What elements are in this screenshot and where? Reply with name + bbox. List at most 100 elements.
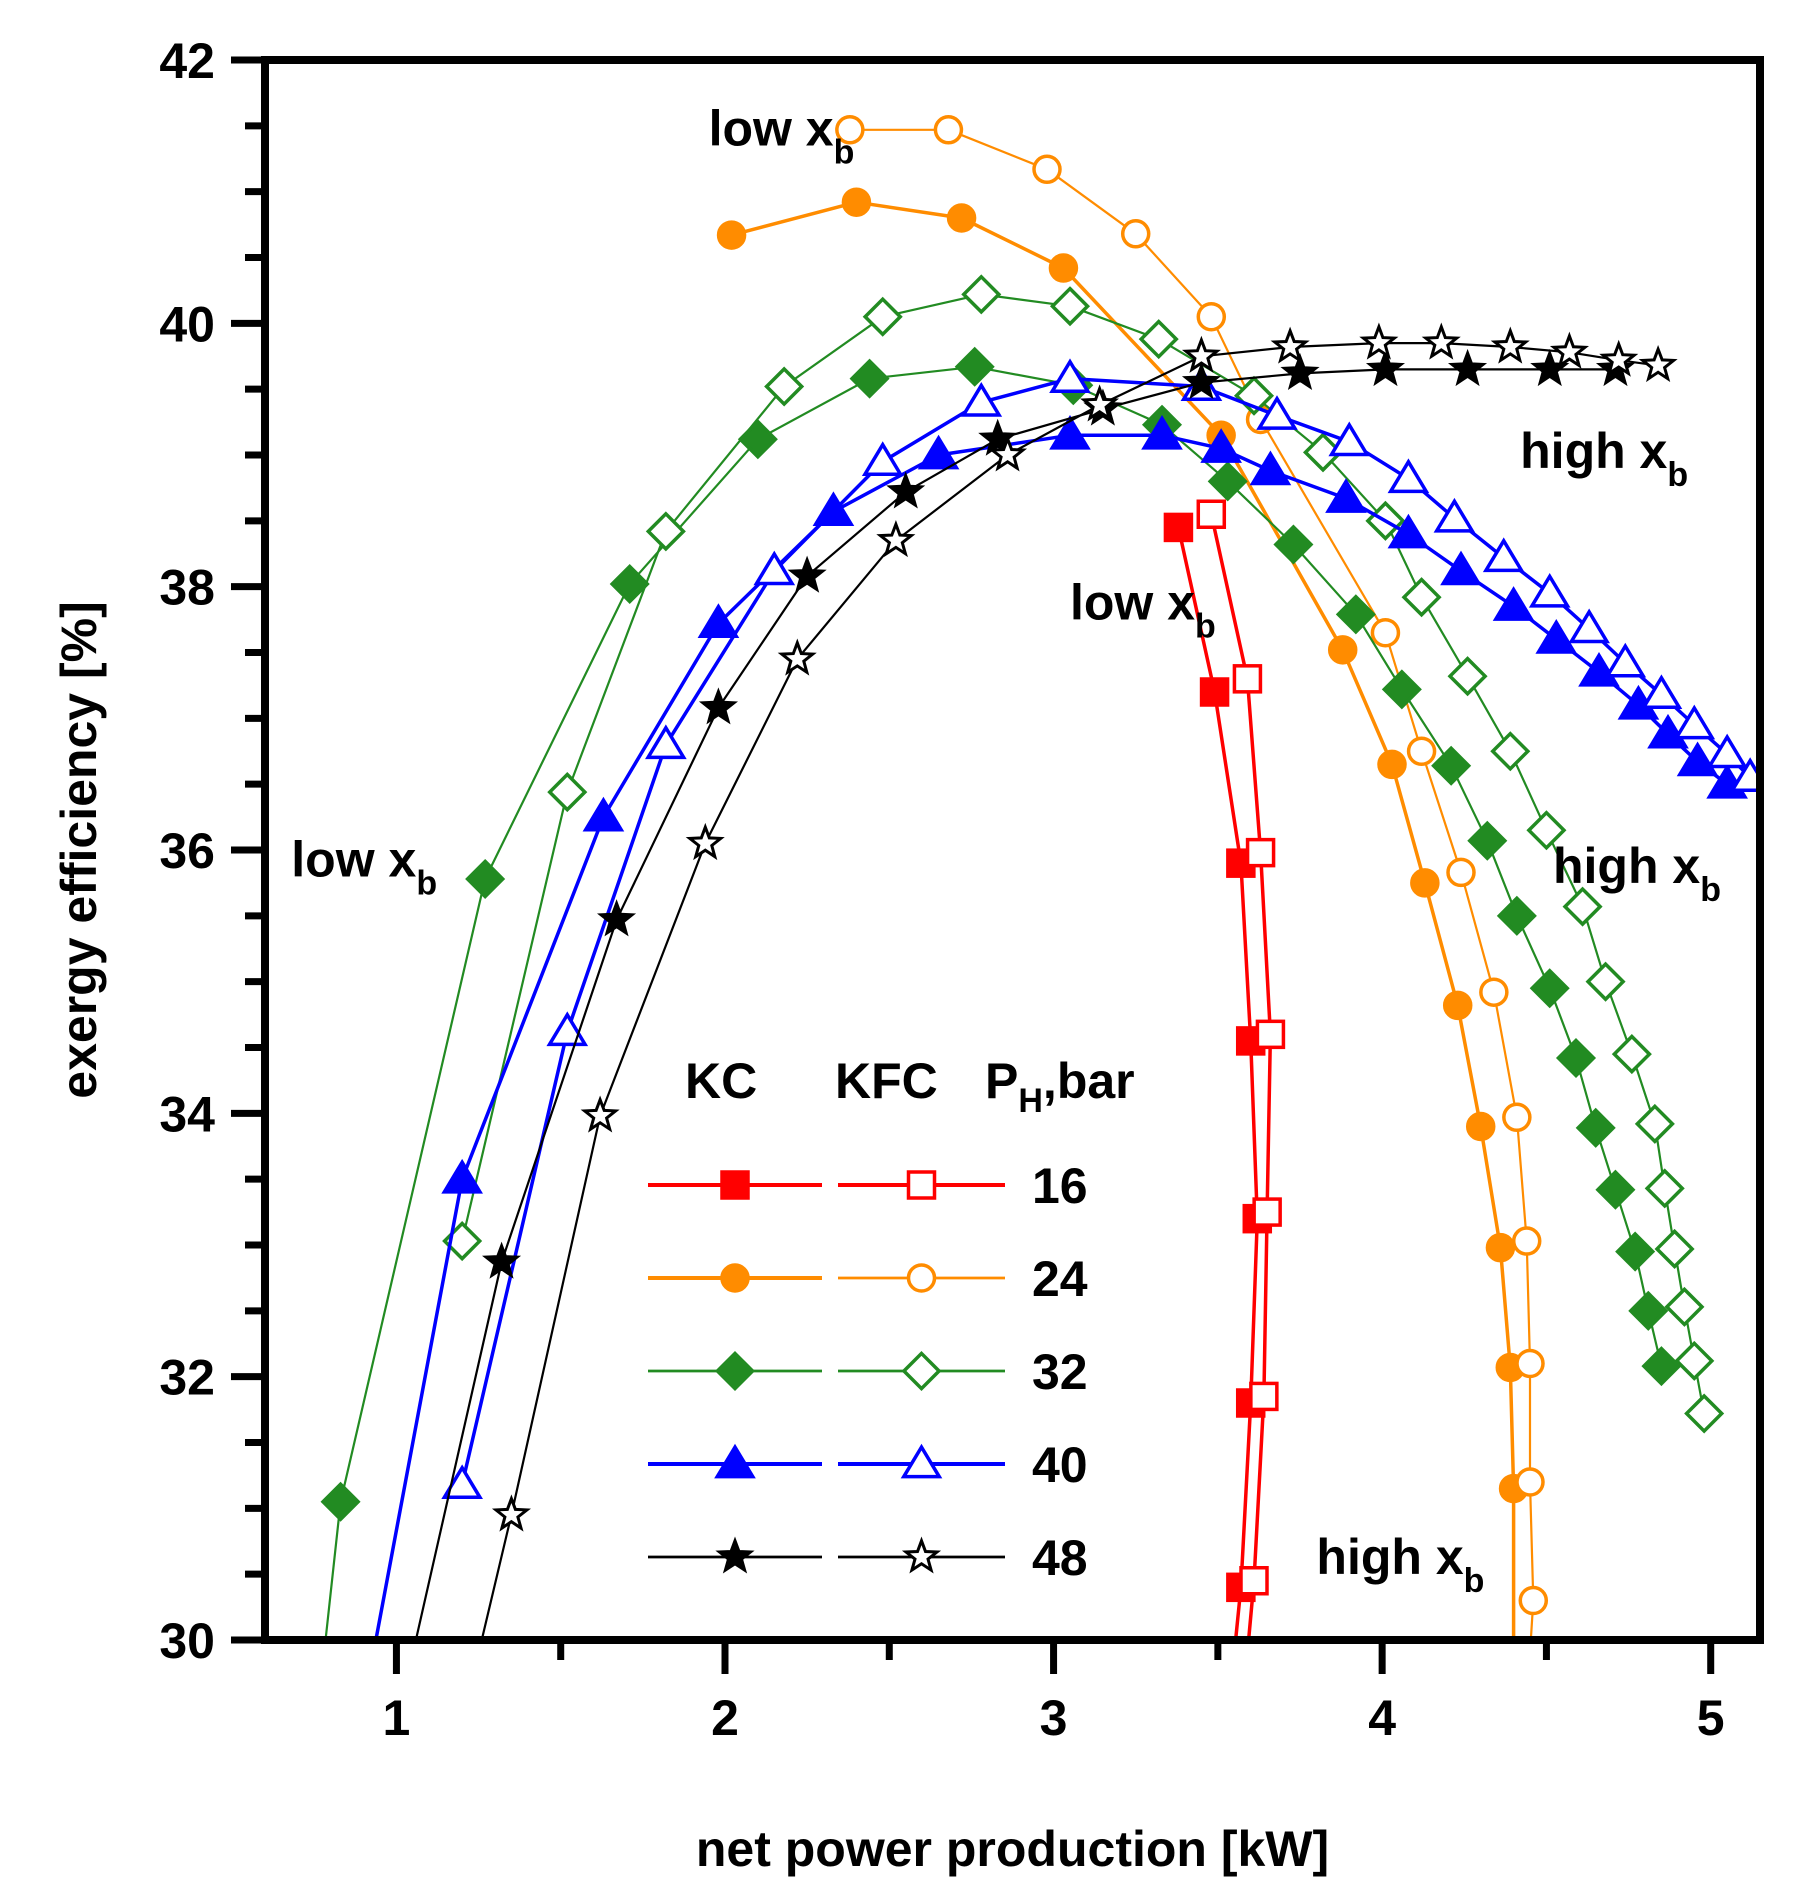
data-point <box>933 115 964 145</box>
data-point <box>1585 961 1626 1002</box>
data-point <box>1446 857 1476 888</box>
legend: KC KFC PH,bar 16 24 32 40 48 <box>648 1053 1135 1586</box>
data-point <box>1562 886 1603 927</box>
data-point <box>1502 1102 1532 1133</box>
data-point <box>1249 450 1292 486</box>
data-point <box>1615 1231 1656 1272</box>
data-point <box>1181 361 1221 400</box>
legend-entry-kfc-16 <box>838 1170 1005 1200</box>
data-point <box>876 520 916 558</box>
data-point <box>1120 219 1151 249</box>
legend-header-bar: ,bar <box>1043 1053 1135 1109</box>
data-point <box>597 899 637 937</box>
plot-frame <box>261 56 1764 1644</box>
series-kfc-16 <box>1196 499 1286 1640</box>
data-point <box>1641 1346 1682 1387</box>
data-point <box>1381 669 1422 710</box>
annotation-low-xb-left: low xb <box>291 831 437 902</box>
data-point <box>465 858 506 899</box>
data-point <box>1410 868 1440 898</box>
y-tick-label: 42 <box>159 33 215 89</box>
y-tick-label: 30 <box>159 1613 215 1669</box>
data-point <box>988 434 1028 472</box>
data-point <box>441 1464 483 1500</box>
legend-header-pressure: PH,bar <box>985 1053 1135 1120</box>
data-point <box>1335 594 1376 635</box>
annotation-subscript: b <box>1464 1562 1485 1600</box>
data-point <box>1252 1197 1282 1227</box>
data-point <box>1611 1034 1652 1075</box>
data-point <box>1049 414 1091 450</box>
data-point <box>954 346 995 387</box>
data-point <box>1359 322 1399 360</box>
data-point <box>1328 421 1371 457</box>
legend-swatch-marker <box>714 1350 756 1392</box>
legend-swatch-marker <box>906 1170 937 1200</box>
data-point <box>1673 704 1716 740</box>
annotation-text: low x <box>1070 575 1195 631</box>
series-line <box>460 376 1752 1485</box>
data-point <box>1249 1381 1279 1412</box>
y-tick-label: 36 <box>159 823 215 879</box>
x-axis-title: net power production [kW] <box>696 1821 1329 1877</box>
annotation-subscript: b <box>1667 456 1688 494</box>
data-point <box>1595 1169 1636 1210</box>
data-point <box>1273 524 1314 565</box>
y-tick-label: 34 <box>159 1086 215 1142</box>
data-point <box>1196 499 1227 529</box>
legend-swatch-marker <box>715 1536 755 1574</box>
legend-header-p: P <box>985 1053 1018 1109</box>
x-tick-label: 3 <box>1040 1690 1068 1746</box>
data-point <box>697 603 740 638</box>
legend-label-pressure: 24 <box>1032 1251 1088 1307</box>
data-point <box>1511 1226 1542 1256</box>
data-point <box>862 296 903 337</box>
data-point <box>946 203 977 233</box>
x-tick-label: 1 <box>383 1690 411 1746</box>
data-point <box>1674 1340 1715 1381</box>
data-point <box>1048 253 1079 283</box>
data-point <box>1644 1168 1685 1209</box>
data-point <box>547 772 588 813</box>
data-point <box>777 638 817 676</box>
data-point <box>1640 674 1683 710</box>
data-point <box>753 550 796 586</box>
x-tick-label: 4 <box>1368 1690 1396 1746</box>
data-point <box>1526 810 1567 851</box>
annotation-high-xb-bottom: high xb <box>1316 1529 1484 1600</box>
data-point <box>1638 344 1678 383</box>
legend-rows: 16 24 32 40 48 <box>648 1158 1088 1586</box>
data-point <box>1325 478 1367 513</box>
data-point <box>1578 651 1620 687</box>
data-point <box>1490 326 1530 364</box>
data-point <box>960 382 1003 417</box>
data-point <box>1181 335 1221 373</box>
data-point <box>609 564 650 605</box>
data-point <box>1535 619 1578 654</box>
data-point <box>1080 384 1120 422</box>
data-point <box>1255 1019 1286 1050</box>
data-point <box>1163 512 1194 543</box>
data-point <box>1447 656 1488 697</box>
data-point <box>861 441 904 477</box>
series-kfc-48 <box>480 322 1678 1640</box>
data-point <box>1440 550 1482 586</box>
data-point <box>917 434 960 470</box>
series-kfc-40 <box>441 358 1760 1500</box>
data-point <box>1529 968 1570 1009</box>
data-point <box>1270 326 1310 364</box>
legend-swatch-marker <box>720 1170 750 1200</box>
data-point <box>1528 572 1571 608</box>
data-point <box>1431 745 1472 786</box>
legend-entry-kfc-48 <box>838 1536 1005 1574</box>
x-tick-label: 5 <box>1697 1690 1725 1746</box>
data-point <box>1365 348 1405 387</box>
annotation-text: high x <box>1553 838 1700 894</box>
data-point <box>1049 358 1091 394</box>
data-point <box>1549 331 1589 369</box>
series-kc-32 <box>320 346 1682 1640</box>
data-point <box>1647 713 1689 749</box>
legend-swatch-marker <box>720 1263 750 1293</box>
data-point <box>482 1241 522 1279</box>
